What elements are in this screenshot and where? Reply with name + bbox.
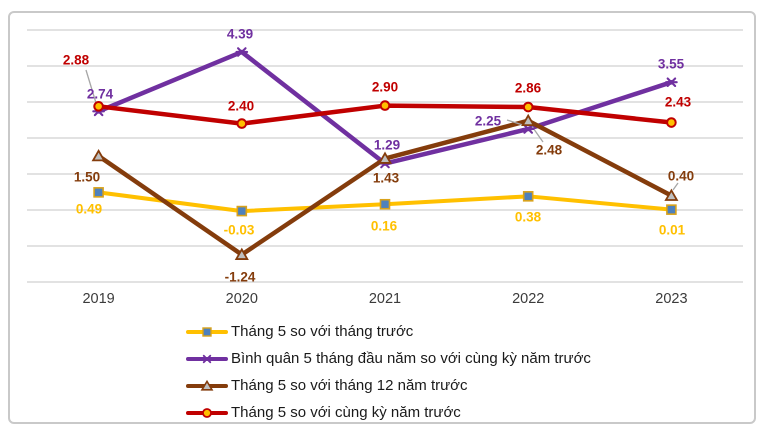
triangle-marker-icon <box>664 188 679 201</box>
data-label: -0.03 <box>224 223 255 238</box>
circle-marker-icon <box>666 117 677 128</box>
square-marker-icon <box>379 198 391 210</box>
data-label: 3.55 <box>658 57 685 72</box>
circle-marker-icon <box>93 101 104 112</box>
legend-key-icon <box>186 407 228 418</box>
data-label: 2.48 <box>536 143 563 158</box>
legend-item: Tháng 5 so với cùng kỳ năm trước <box>186 399 591 426</box>
data-label: 0.01 <box>659 223 686 238</box>
data-label: -1.24 <box>225 270 256 285</box>
x-axis-label: 2022 <box>512 291 544 307</box>
data-label: 2.25 <box>475 114 502 129</box>
triangle-marker-icon <box>200 379 214 391</box>
square-marker-icon <box>236 205 248 217</box>
data-label: 2.40 <box>228 99 254 114</box>
square-marker-icon <box>522 191 534 202</box>
triangle-marker-icon <box>234 247 249 260</box>
circle-marker-icon <box>379 100 391 111</box>
label-leader-line <box>672 182 679 191</box>
data-label: 1.50 <box>74 170 100 185</box>
asterisk-marker-icon <box>202 354 212 363</box>
chart-frame <box>8 11 756 424</box>
legend-label: Tháng 5 so với cùng kỳ năm trước <box>231 404 461 421</box>
chart-legend: Tháng 5 so với tháng trước Bình quân 5 th… <box>186 318 591 426</box>
legend-item: Bình quân 5 tháng đầu năm so với cùng kỳ… <box>186 345 591 372</box>
asterisk-marker-icon <box>666 77 677 87</box>
x-axis-label: 2020 <box>226 291 258 307</box>
legend-item: Tháng 5 so với tháng 12 năm trước <box>186 372 591 399</box>
legend-label: Tháng 5 so với tháng trước <box>231 323 414 340</box>
x-axis-label: 2019 <box>82 291 114 307</box>
square-marker-icon <box>666 204 677 215</box>
asterisk-marker-icon <box>237 47 247 57</box>
label-leader-line <box>530 124 544 143</box>
data-label: 0.40 <box>668 169 694 184</box>
data-label: 2.88 <box>63 53 90 68</box>
legend-key-icon <box>186 379 228 391</box>
triangle-marker-icon <box>377 151 393 164</box>
data-label: 2.43 <box>665 95 692 110</box>
asterisk-marker-icon <box>523 124 533 134</box>
legend-label: Tháng 5 so với tháng 12 năm trước <box>231 377 468 394</box>
data-label: 2.86 <box>515 81 542 96</box>
data-label: 0.38 <box>515 210 542 225</box>
legend-item: Tháng 5 so với tháng trước <box>186 318 591 345</box>
triangle-marker-icon <box>521 113 536 127</box>
data-label: 2.74 <box>87 87 114 102</box>
legend-key-icon <box>186 326 228 337</box>
data-label: 1.43 <box>373 171 400 186</box>
triangle-marker-icon <box>91 148 106 162</box>
circle-marker-icon <box>236 118 248 129</box>
data-label: 2.90 <box>372 80 398 95</box>
data-label: 0.49 <box>76 202 102 217</box>
data-label: 4.39 <box>227 27 253 42</box>
data-label: 1.29 <box>374 138 400 153</box>
legend-label: Bình quân 5 tháng đầu năm so với cùng kỳ… <box>231 350 591 367</box>
square-marker-icon <box>202 326 212 337</box>
square-marker-icon <box>93 187 104 198</box>
label-leader-line <box>85 69 97 104</box>
circle-marker-icon <box>202 407 212 418</box>
x-axis-label: 2023 <box>655 291 687 307</box>
legend-key-icon <box>186 354 228 363</box>
x-axis-label: 2021 <box>369 291 401 307</box>
circle-marker-icon <box>522 101 534 113</box>
data-label: 0.16 <box>371 219 398 234</box>
